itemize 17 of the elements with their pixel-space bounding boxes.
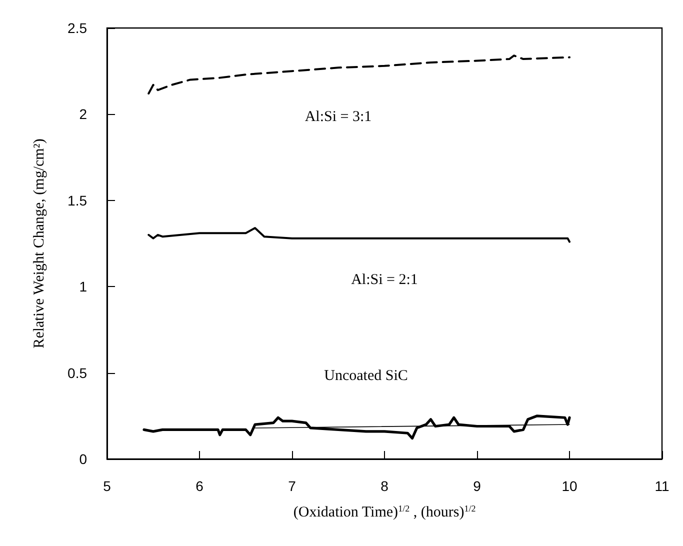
text: Al:Si = 3:1 xyxy=(304,109,372,126)
x-tick-label: 6 xyxy=(196,478,204,494)
y-tick-label: 2.5 xyxy=(68,20,88,36)
x-tick-label: 9 xyxy=(473,478,482,494)
y-tick-label: 0.5 xyxy=(68,364,88,381)
y-tick-label: 1.5 xyxy=(68,192,88,208)
text: Al:Si = 2:1 xyxy=(351,272,418,288)
y-axis-title: Relative Weight Change, (mg/cm²) xyxy=(32,138,48,348)
x-tick-label: 10 xyxy=(562,478,578,494)
x-tick-label: 7 xyxy=(288,478,296,494)
x-tick-label: 11 xyxy=(654,478,670,494)
y-tick-label: 2 xyxy=(79,106,88,122)
y-tick-label: 1 xyxy=(79,278,88,295)
x-tick-label: 8 xyxy=(380,478,389,494)
x-tick-label: 5 xyxy=(103,478,112,494)
text: Uncoated SiC xyxy=(324,368,408,384)
y-tick-label: 0 xyxy=(79,451,88,467)
